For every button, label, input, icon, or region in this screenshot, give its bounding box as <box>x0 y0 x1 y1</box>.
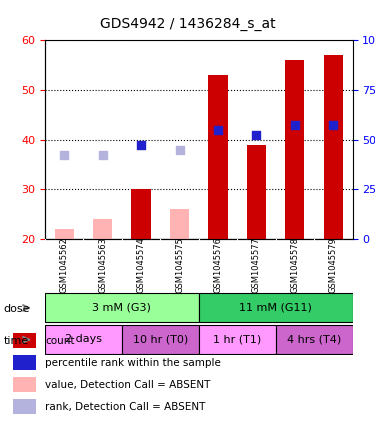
Text: GSM1045563: GSM1045563 <box>98 237 107 294</box>
Point <box>254 131 260 138</box>
FancyBboxPatch shape <box>276 325 352 354</box>
Text: GSM1045577: GSM1045577 <box>252 237 261 294</box>
Text: GSM1045574: GSM1045574 <box>136 237 146 294</box>
FancyBboxPatch shape <box>199 325 276 354</box>
Text: 1 hr (T1): 1 hr (T1) <box>213 335 261 344</box>
Bar <box>285 60 304 239</box>
Bar <box>247 145 266 239</box>
Bar <box>132 190 151 239</box>
Text: 3 mM (G3): 3 mM (G3) <box>92 303 151 313</box>
Point <box>215 126 221 133</box>
Text: 2 days: 2 days <box>65 335 102 344</box>
Bar <box>13 355 36 370</box>
Bar <box>170 209 189 239</box>
Text: GSM1045562: GSM1045562 <box>60 237 69 294</box>
Text: dose: dose <box>4 304 30 314</box>
FancyBboxPatch shape <box>122 325 199 354</box>
Point <box>138 141 144 148</box>
Bar <box>324 55 343 239</box>
Text: 4 hrs (T4): 4 hrs (T4) <box>287 335 341 344</box>
Point <box>100 151 106 158</box>
Bar <box>13 333 36 348</box>
Text: value, Detection Call = ABSENT: value, Detection Call = ABSENT <box>45 379 210 390</box>
Text: 11 mM (G11): 11 mM (G11) <box>239 303 312 313</box>
Bar <box>13 399 36 414</box>
Point <box>292 121 298 128</box>
Bar <box>13 377 36 392</box>
Text: GDS4942 / 1436284_s_at: GDS4942 / 1436284_s_at <box>100 17 275 31</box>
Bar <box>209 75 228 239</box>
Text: 10 hr (T0): 10 hr (T0) <box>133 335 188 344</box>
Text: count: count <box>45 335 75 346</box>
FancyBboxPatch shape <box>199 294 352 322</box>
Text: time: time <box>4 335 29 346</box>
FancyBboxPatch shape <box>45 294 199 322</box>
Point <box>330 121 336 128</box>
FancyBboxPatch shape <box>45 325 122 354</box>
Text: rank, Detection Call = ABSENT: rank, Detection Call = ABSENT <box>45 401 206 412</box>
Text: GSM1045579: GSM1045579 <box>329 237 338 294</box>
Point <box>61 151 67 158</box>
Bar <box>93 219 112 239</box>
Bar <box>55 229 74 239</box>
Point <box>177 146 183 153</box>
Text: GSM1045576: GSM1045576 <box>213 237 222 294</box>
Text: GSM1045575: GSM1045575 <box>175 237 184 294</box>
Text: percentile rank within the sample: percentile rank within the sample <box>45 357 221 368</box>
Text: GSM1045578: GSM1045578 <box>290 237 299 294</box>
